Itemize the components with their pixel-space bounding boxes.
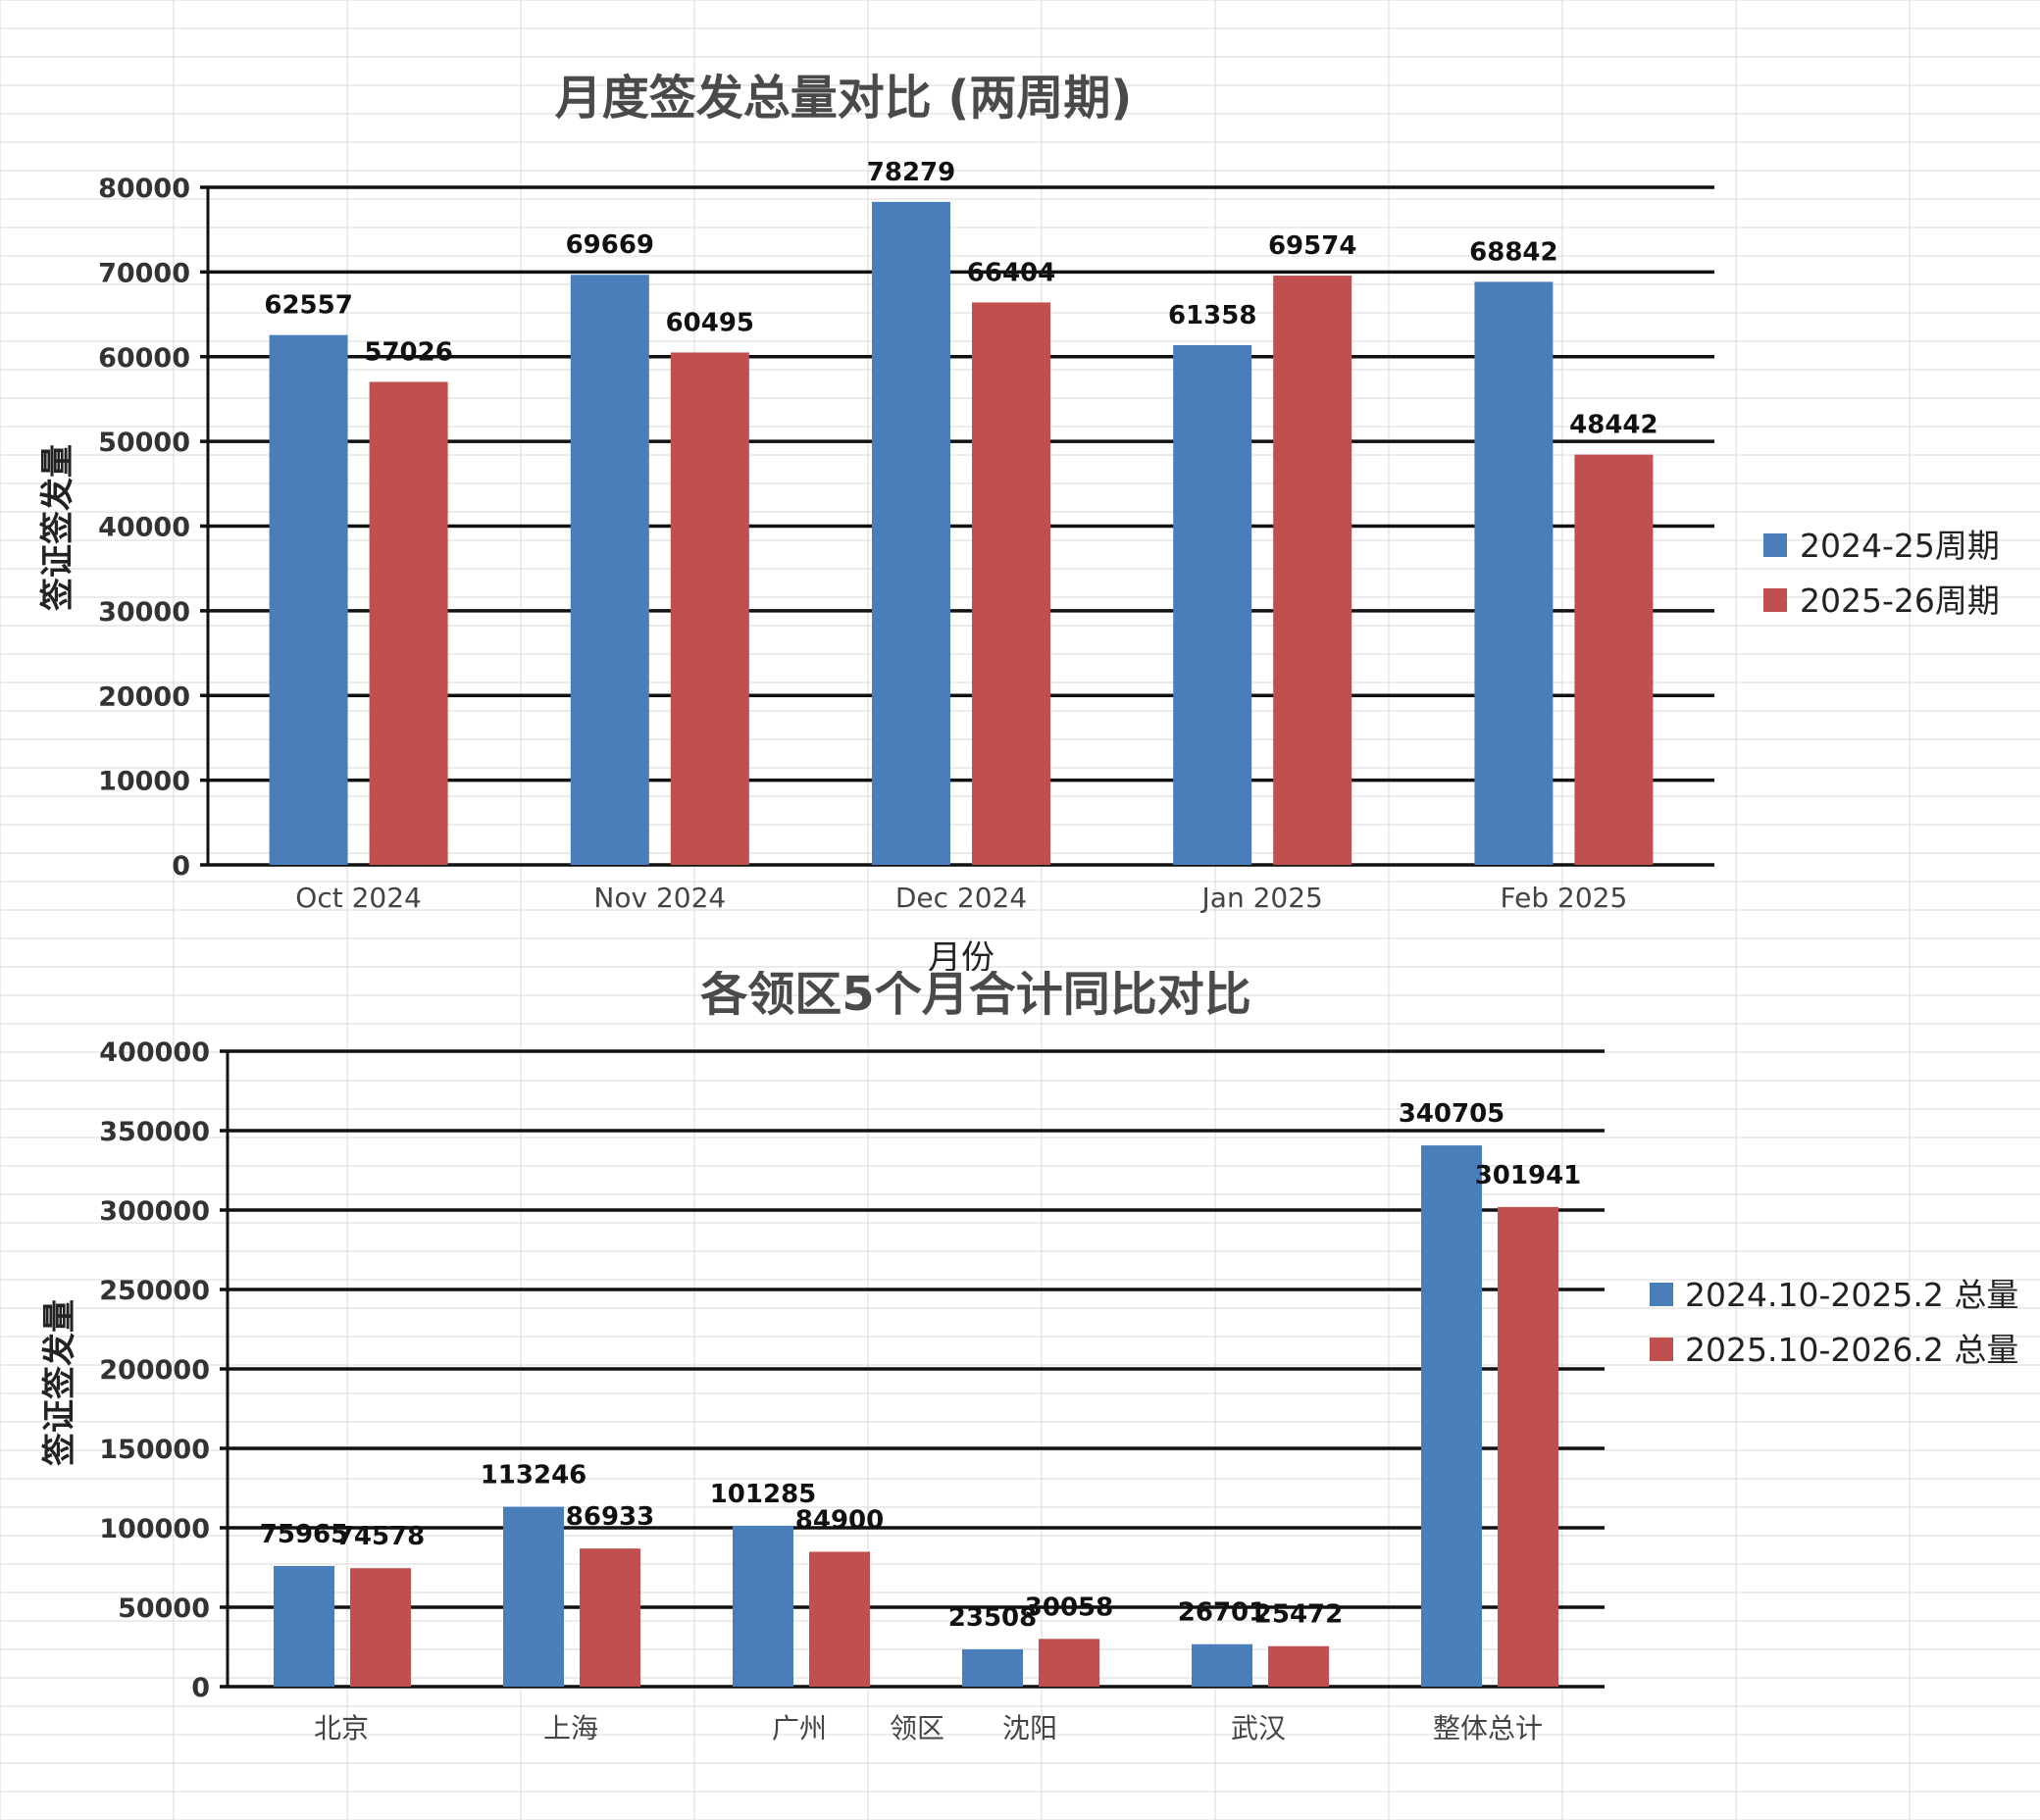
data-label: 48442 [1569,411,1658,440]
monthly-comparison-chart: 月度签发总量对比 (两周期) 签证签发量 月份 62557 57026 69669 6… [38,71,2000,971]
data-label: 23508 [948,1603,1037,1633]
y-tick-label: 150000 [99,1435,210,1465]
data-label: 69574 [1268,231,1356,261]
bar-series2 [1039,1639,1099,1687]
y-axis-label: 签证签发量 [40,1299,79,1466]
y-tick-label: 30000 [98,597,190,628]
y-tick-label: 10000 [98,767,190,797]
data-label: 57026 [364,337,452,367]
data-label: 62557 [264,291,352,321]
data-label: 101285 [710,1480,817,1509]
data-label: 301941 [1475,1161,1582,1190]
x-tick-label: 武汉 [1231,1712,1286,1744]
bar-series1 [1173,345,1252,865]
y-tick-label: 400000 [99,1037,210,1068]
y-tick-label: 350000 [99,1117,210,1147]
data-label: 61358 [1168,301,1256,330]
x-tick-label: Feb 2025 [1501,882,1628,914]
legend-label-series1: 2024.10-2025.2 总量 [1685,1276,2018,1314]
x-axis-label: 领区 [890,1712,944,1744]
legend-swatch-series2 [1650,1338,1673,1361]
y-tick-label: 300000 [99,1196,210,1227]
data-label: 340705 [1399,1099,1505,1129]
bar-series1 [962,1648,1023,1687]
y-tick-label: 0 [172,851,190,882]
x-axis-label: 月份 [928,938,994,971]
bar-series2 [1268,1645,1329,1687]
bar-series1 [274,1565,334,1687]
data-label: 75965 [260,1520,348,1549]
y-tick-label: 20000 [98,682,190,712]
legend-swatch-series2 [1763,588,1787,612]
legend: 2024.10-2025.2 总量 2025.10-2026.2 总量 [1650,1276,2018,1369]
y-tick-label: 50000 [118,1593,210,1624]
x-tick-label: 整体总计 [1433,1712,1543,1744]
data-label: 26701 [1178,1598,1266,1628]
data-label: 66404 [967,258,1055,287]
data-label: 60495 [666,308,754,337]
bar-series1 [733,1525,793,1687]
y-tick-label: 80000 [98,174,190,204]
bar-series1 [570,275,649,865]
y-tick-label: 200000 [99,1355,210,1386]
x-tick-label: 上海 [543,1712,598,1744]
bar-series2 [670,352,749,865]
x-tick-label: 北京 [314,1712,369,1744]
y-tick-label: 70000 [98,258,190,288]
y-tick-label: 60000 [98,343,190,374]
y-tick-label: 0 [191,1673,210,1703]
bar-series2 [350,1568,411,1687]
x-tick-label: 沈阳 [1002,1712,1057,1744]
legend-swatch-series1 [1763,533,1787,557]
data-label: 25472 [1254,1600,1343,1630]
x-tick-label: Nov 2024 [593,882,726,914]
chart-title: 月度签发总量对比 (两周期) [555,71,1133,126]
bar-series1 [872,201,950,866]
legend-label-series1: 2024-25周期 [1800,527,2000,565]
bar-series2 [369,381,448,865]
data-label: 84900 [795,1505,884,1535]
x-tick-label: 广州 [772,1712,827,1744]
data-label: 74578 [336,1522,425,1551]
data-label: 68842 [1469,237,1557,267]
region-comparison-chart: 各领区5个月合计同比对比 签证签发量 领区 75965 74578 113246 86… [0,971,2040,1820]
data-label: 30058 [1025,1592,1113,1622]
legend-label-series2: 2025-26周期 [1800,581,2000,620]
y-tick-label: 50000 [98,428,190,458]
data-label: 78279 [867,158,955,187]
legend-label-series2: 2025.10-2026.2 总量 [1685,1331,2018,1369]
y-tick-label: 100000 [99,1514,210,1544]
bar-series1 [269,334,348,865]
bar-series1 [1474,281,1554,866]
data-label: 69669 [566,230,654,260]
bar-series2 [1273,276,1352,865]
x-tick-label: Oct 2024 [295,882,422,914]
y-tick-label: 250000 [99,1276,210,1306]
data-label: 86933 [566,1502,654,1532]
y-tick-label: 40000 [98,513,190,543]
chart-title: 各领区5个月合计同比对比 [700,971,1250,1022]
legend: 2024-25周期 2025-26周期 [1763,527,2000,620]
legend-swatch-series1 [1650,1283,1673,1306]
y-axis-label: 签证签发量 [38,444,77,611]
x-tick-label: Dec 2024 [895,882,1027,914]
bar-series2 [972,302,1050,866]
data-label: 113246 [481,1461,587,1491]
bar-series2 [1574,454,1654,865]
bar-series1 [503,1506,564,1687]
bar-series1 [1192,1643,1252,1687]
bar-series2 [580,1548,640,1687]
bar-series1 [1421,1145,1482,1687]
x-tick-label: Jan 2025 [1200,882,1323,914]
bar-series2 [1498,1206,1558,1687]
bar-series2 [809,1551,870,1687]
